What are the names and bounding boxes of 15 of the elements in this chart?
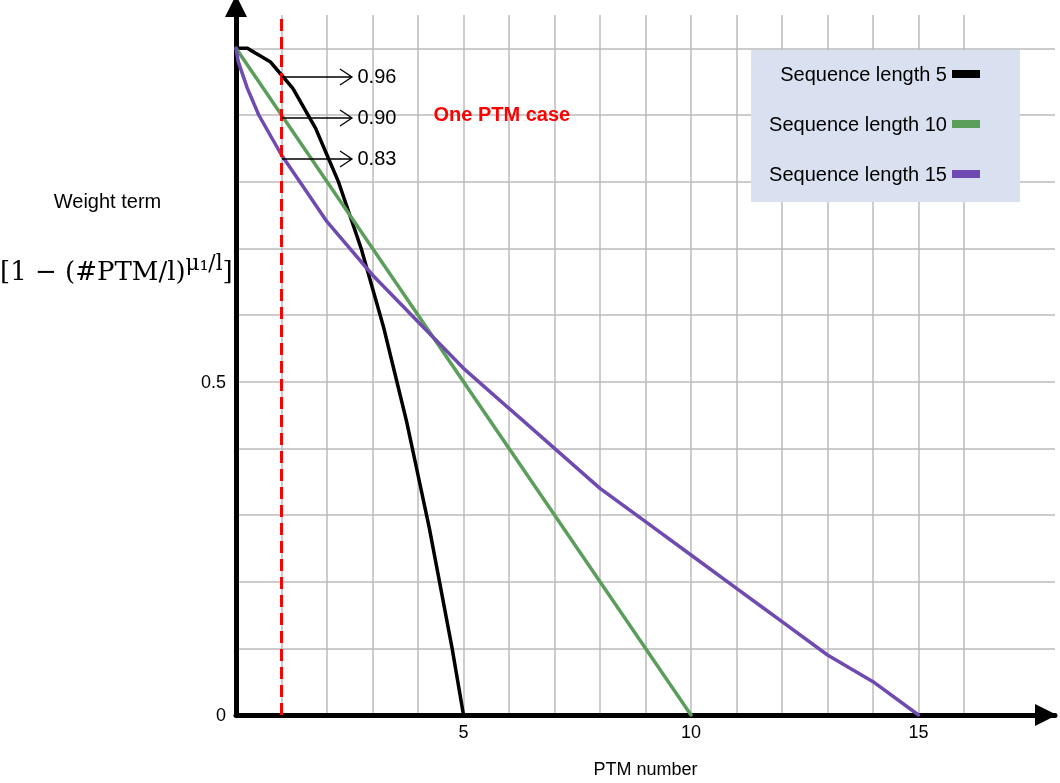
text: Weight term [1 − (#PTM/l)$^{μ₁/l}$] xyxy=(0,190,233,286)
y-tick-label: 0.5 xyxy=(200,371,226,392)
annotation: 0.90 xyxy=(357,106,397,129)
x-tick-label: 15 xyxy=(908,722,929,742)
x-axis-title: PTM number xyxy=(593,759,698,779)
line-series xyxy=(234,46,693,717)
legend-label: Sequence length 10 xyxy=(769,113,947,135)
x-tick-label: 5 xyxy=(458,722,469,742)
annotation: 0.83 xyxy=(357,147,397,170)
x-tick-label: 10 xyxy=(680,722,702,742)
legend-label: Sequence length 15 xyxy=(769,163,947,185)
ref-line-label: One PTM case xyxy=(433,103,571,126)
y-tick-label: 0 xyxy=(215,705,226,725)
legend-label: Sequence length 5 xyxy=(780,63,947,85)
annotation: 0.96 xyxy=(357,65,397,88)
